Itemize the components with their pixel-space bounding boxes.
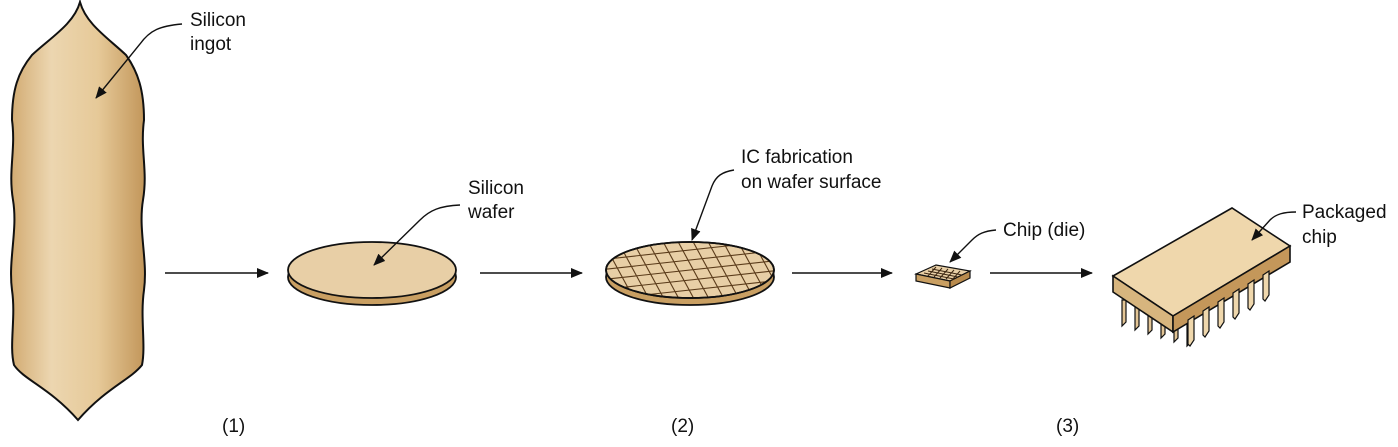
chip-die	[914, 264, 972, 289]
package-label-line2: chip	[1302, 227, 1337, 248]
fabrication-label-line2: on wafer surface	[741, 172, 881, 193]
ingot-leader	[95, 23, 183, 99]
die-label: Chip (die)	[1003, 220, 1085, 241]
wafer-label-line2: wafer	[467, 202, 515, 223]
fabricated-wafer	[605, 241, 775, 306]
step-label-3: (3)	[1056, 416, 1079, 437]
ingot-label-line1: Silicon	[190, 10, 246, 31]
fabrication-leader	[691, 169, 735, 241]
package-leader	[1251, 211, 1297, 241]
wafer-leader	[373, 204, 461, 266]
silicon-wafer	[287, 241, 457, 306]
ingot-label-line2: ingot	[190, 34, 232, 55]
die-leader	[949, 229, 997, 263]
silicon-ingot	[10, 0, 146, 422]
package-label-line1: Packaged	[1302, 202, 1387, 223]
wafer-label-line1: Silicon	[468, 178, 524, 199]
fabrication-label-line1: IC fabrication	[741, 147, 853, 168]
step-label-1: (1)	[222, 416, 245, 437]
packaged-chip	[1111, 207, 1292, 348]
step-label-2: (2)	[671, 416, 694, 437]
